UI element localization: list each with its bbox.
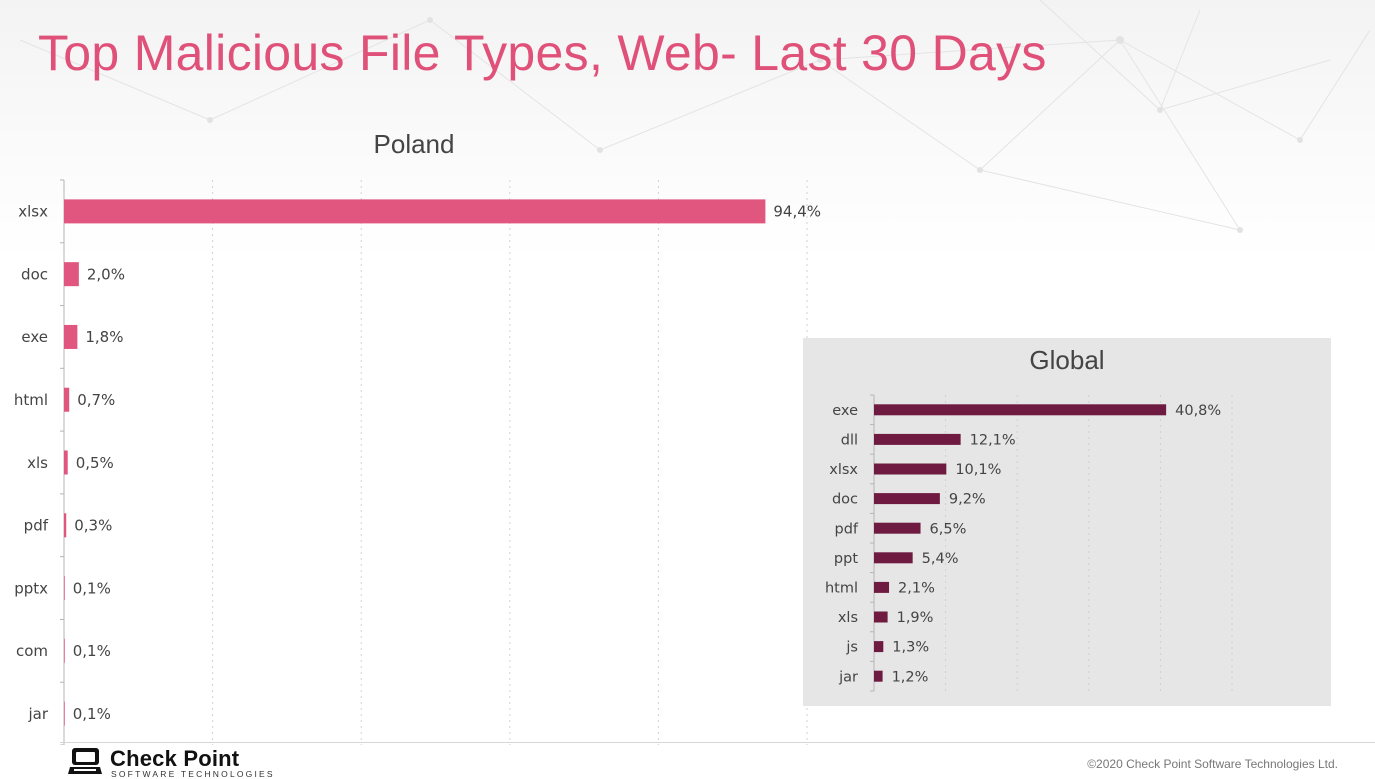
global-bar-exe [874, 404, 1167, 416]
global-chart-panel: Global exe 40,8% dll 12,1% xlsx 10,1% doc 9,2% pd… [803, 338, 1331, 706]
poland-bar-xls [64, 450, 68, 475]
poland-value-label: 1,8% [85, 328, 123, 346]
poland-category-label: pdf [24, 517, 49, 535]
global-bar-jar [874, 670, 883, 682]
global-value-label: 1,9% [897, 610, 934, 626]
poland-bar-xlsx [64, 199, 766, 224]
slide-title: Top Malicious File Types, Web- Last 30 D… [38, 25, 1047, 81]
global-bar-pdf [874, 522, 921, 534]
global-category-label: ppt [834, 551, 858, 567]
brand-name: Check Point [110, 746, 240, 771]
global-category-label: xls [838, 610, 858, 626]
global-bar-dll [874, 433, 961, 445]
global-bar-js [874, 641, 884, 653]
global-category-label: dll [841, 432, 858, 448]
global-category-label: pdf [834, 521, 858, 537]
poland-bar-com [64, 638, 65, 663]
poland-category-label: jar [27, 705, 48, 723]
poland-value-label: 0,5% [76, 454, 114, 472]
global-bar-html [874, 581, 890, 593]
poland-value-label: 94,4% [773, 203, 821, 221]
global-value-label: 6,5% [930, 521, 967, 537]
global-category-label: jar [838, 669, 858, 685]
global-value-label: 12,1% [970, 432, 1016, 448]
poland-category-label: doc [21, 265, 48, 283]
footer-divider [60, 742, 1375, 743]
poland-bar-doc [64, 262, 79, 287]
poland-bar-pptx [64, 576, 65, 601]
copyright-notice: ©2020 Check Point Software Technologies … [1087, 757, 1338, 771]
poland-bar-chart: Poland xlsx 94,4% doc 2,0% exe 1,8% html 0,7% xls… [14, 129, 821, 745]
global-bar-xls [874, 611, 888, 623]
global-value-label: 9,2% [949, 492, 986, 508]
global-category-label: js [845, 640, 858, 656]
poland-value-label: 2,0% [87, 265, 125, 283]
poland-category-label: html [14, 391, 48, 409]
global-bar-doc [874, 493, 940, 505]
global-value-label: 1,2% [892, 669, 929, 685]
global-value-label: 10,1% [955, 462, 1001, 478]
global-category-label: exe [832, 403, 858, 419]
global-category-label: doc [832, 492, 858, 508]
poland-value-label: 0,1% [73, 705, 111, 723]
check-point-logo: Check Point SOFTWARE TECHNOLOGIES [68, 745, 288, 779]
poland-value-label: 0,3% [74, 517, 112, 535]
check-point-logo-icon [68, 748, 102, 774]
poland-bar-exe [64, 324, 78, 349]
global-chart-title: Global [1029, 345, 1104, 375]
brand-tagline: SOFTWARE TECHNOLOGIES [111, 769, 275, 779]
global-bar-chart: Global exe 40,8% dll 12,1% xlsx 10,1% doc 9,2% pd… [825, 345, 1233, 692]
global-value-label: 5,4% [922, 551, 959, 567]
poland-category-label: xls [27, 454, 48, 472]
global-category-label: xlsx [829, 462, 858, 478]
poland-value-label: 0,1% [73, 579, 111, 597]
poland-value-label: 0,1% [73, 642, 111, 660]
poland-category-label: com [16, 642, 48, 660]
global-value-label: 1,3% [892, 640, 929, 656]
global-value-label: 40,8% [1175, 403, 1221, 419]
poland-chart-title: Poland [374, 129, 455, 159]
poland-bar-jar [64, 701, 65, 726]
poland-category-label: pptx [14, 579, 48, 597]
global-value-label: 2,1% [898, 580, 935, 596]
poland-category-label: xlsx [18, 203, 48, 221]
poland-category-label: exe [21, 328, 48, 346]
poland-bar-html [64, 387, 70, 412]
global-category-label: html [825, 580, 858, 596]
global-bar-xlsx [874, 463, 947, 475]
poland-value-label: 0,7% [77, 391, 115, 409]
global-bar-ppt [874, 552, 913, 564]
poland-bar-pdf [64, 513, 67, 538]
